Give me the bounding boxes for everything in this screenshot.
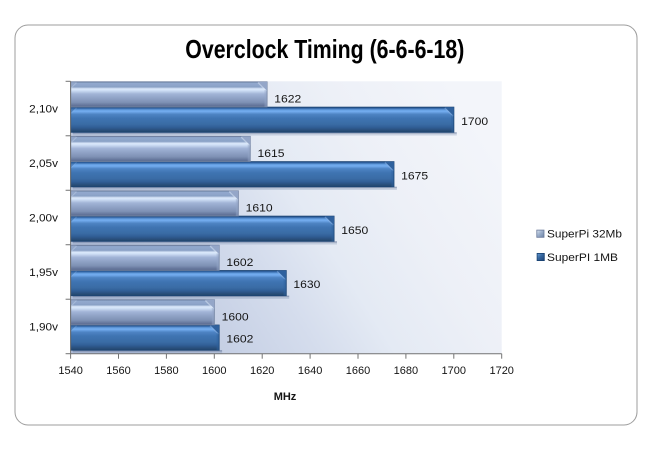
svg-text:1580: 1580 <box>154 365 178 377</box>
svg-text:SuperPI 1MB: SuperPI 1MB <box>547 252 618 264</box>
svg-text:1610: 1610 <box>246 203 273 215</box>
svg-text:1602: 1602 <box>226 334 253 346</box>
svg-text:1700: 1700 <box>461 116 488 128</box>
svg-text:1720: 1720 <box>489 365 513 377</box>
svg-text:1640: 1640 <box>298 365 322 377</box>
svg-text:1615: 1615 <box>258 148 285 160</box>
svg-text:1600: 1600 <box>222 312 249 324</box>
svg-text:SuperPi 32Mb: SuperPi 32Mb <box>547 229 622 241</box>
svg-text:1700: 1700 <box>442 365 466 377</box>
svg-text:1620: 1620 <box>250 365 274 377</box>
svg-text:1660: 1660 <box>346 365 370 377</box>
svg-text:1,95v: 1,95v <box>29 267 58 279</box>
svg-text:1680: 1680 <box>394 365 418 377</box>
svg-text:1675: 1675 <box>401 170 428 182</box>
svg-text:1650: 1650 <box>341 225 368 237</box>
svg-text:1622: 1622 <box>274 94 301 106</box>
svg-text:Overclock Timing (6-6-6-18): Overclock Timing (6-6-6-18) <box>185 34 464 64</box>
svg-text:2,05v: 2,05v <box>29 158 58 170</box>
svg-text:1602: 1602 <box>226 257 253 269</box>
svg-text:2,00v: 2,00v <box>29 213 58 225</box>
svg-text:1630: 1630 <box>293 279 320 291</box>
svg-text:MHz: MHz <box>274 391 297 403</box>
svg-text:1540: 1540 <box>58 365 82 377</box>
svg-text:2,10v: 2,10v <box>29 104 58 116</box>
svg-text:1,90v: 1,90v <box>29 322 58 334</box>
svg-text:1560: 1560 <box>106 365 130 377</box>
svg-text:1600: 1600 <box>202 365 226 377</box>
